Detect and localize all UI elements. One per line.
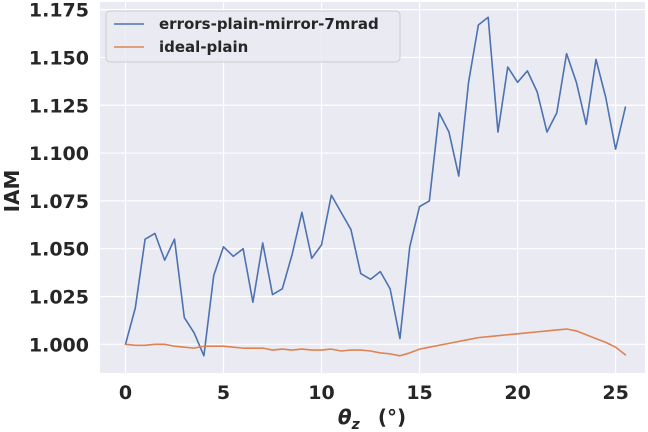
- tick-labels: 0 5 10 15 20 25 1.000 1.025 1.050 1.075 1.100 1.125…: [29, 0, 629, 404]
- x-tick-label: 5: [217, 382, 230, 404]
- y-tick-label: 1.025: [29, 287, 89, 309]
- x-tick-label: 10: [308, 382, 334, 404]
- y-tick-label: 1.150: [29, 47, 89, 69]
- grid: [100, 2, 645, 373]
- legend-box: [105, 10, 401, 63]
- x-axis-title: θz (°): [338, 405, 406, 432]
- legend-label-errors-plain-mirror-7mrad: errors-plain-mirror-7mrad: [159, 15, 379, 33]
- series-layer: [124, 16, 627, 357]
- y-tick-label: 1.050: [29, 239, 89, 261]
- x-tick-label: 15: [406, 382, 432, 404]
- x-axis-title-symbol: θ: [338, 405, 352, 429]
- x-tick-label: 0: [119, 382, 132, 404]
- x-tick-label: 25: [602, 382, 628, 404]
- y-tick-label: 1.100: [29, 143, 89, 165]
- y-tick-label: 1.125: [29, 95, 89, 117]
- y-tick-label: 1.175: [29, 0, 89, 22]
- series-line-errors-plain-mirror-7mrad: [124, 16, 627, 357]
- x-axis-title-unit: (°): [378, 405, 406, 429]
- legend: errors-plain-mirror-7mrad ideal-plain: [105, 10, 401, 63]
- y-tick-label: 1.000: [29, 334, 89, 356]
- x-axis-title-subscript: z: [351, 417, 361, 432]
- series-line-ideal-plain: [124, 328, 627, 357]
- y-tick-label: 1.075: [29, 191, 89, 213]
- x-tick-label: 20: [504, 382, 530, 404]
- plot-background: [100, 2, 645, 373]
- legend-label-ideal-plain: ideal-plain: [159, 38, 248, 56]
- y-axis-title: IAM: [0, 170, 24, 213]
